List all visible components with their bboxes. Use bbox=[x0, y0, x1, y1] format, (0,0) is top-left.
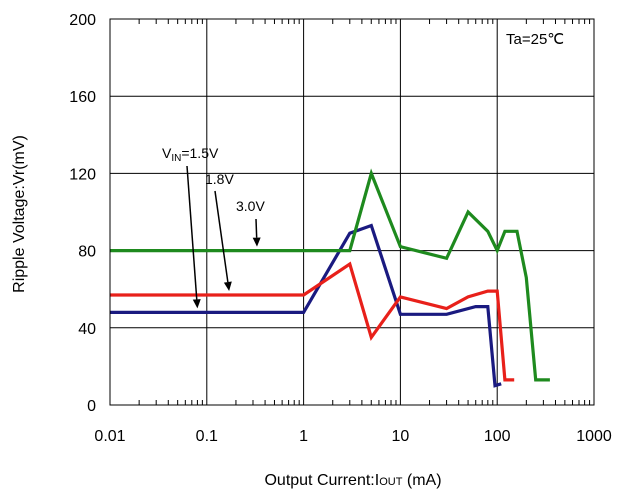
series-layer bbox=[110, 168, 550, 388]
series-label-arrows bbox=[186, 165, 261, 309]
x-axis-title: Output Current:IOUT (mA) bbox=[264, 472, 441, 489]
y-tick-label: 120 bbox=[69, 166, 96, 183]
plot-frame bbox=[109, 18, 595, 406]
x-tick-label: 1 bbox=[299, 428, 308, 445]
x-tick-label: 10 bbox=[392, 428, 410, 445]
grid bbox=[109, 18, 595, 406]
series-arrow-line-0 bbox=[186, 165, 198, 300]
series-line-1 bbox=[110, 261, 515, 382]
series-line-2 bbox=[110, 168, 550, 382]
y-tick-label: 80 bbox=[78, 244, 96, 261]
minor-ticks bbox=[138, 19, 591, 405]
y-tick-label: 160 bbox=[69, 89, 96, 106]
series-label-vin: VIN=1.5V bbox=[162, 145, 219, 164]
y-tick-label: 40 bbox=[78, 321, 96, 338]
series-arrow-head-1 bbox=[223, 281, 232, 291]
series-arrow-head-2 bbox=[252, 237, 261, 247]
series-label-3-0v: 3.0V bbox=[236, 198, 265, 214]
y-tick-label: 200 bbox=[69, 12, 96, 29]
x-tick-label: 0.1 bbox=[196, 428, 218, 445]
tick-labels: 0.01 0.1 1 10 100 1000 0 40 80 120 160 200 bbox=[69, 12, 612, 445]
series-arrow-head-0 bbox=[192, 299, 201, 309]
x-tick-label: 100 bbox=[484, 428, 511, 445]
y-axis-title: Ripple Voltage:Vr(mV) bbox=[11, 135, 28, 293]
condition-label: Ta=25℃ bbox=[506, 31, 564, 48]
y-tick-label: 0 bbox=[87, 398, 96, 415]
series-label-1-8v: 1.8V bbox=[205, 171, 234, 187]
x-tick-label: 0.01 bbox=[94, 428, 125, 445]
series-line-0 bbox=[110, 223, 502, 388]
x-tick-label: 1000 bbox=[576, 428, 612, 445]
series-arrow-line-1 bbox=[214, 190, 229, 283]
series-arrow-line-2 bbox=[255, 218, 258, 238]
